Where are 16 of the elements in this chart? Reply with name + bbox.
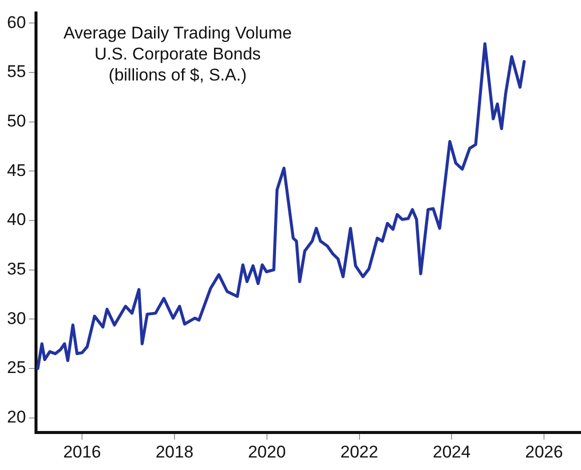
y-tick-label: 25: [6, 358, 26, 378]
x-tick-label: 2022: [340, 442, 378, 462]
x-tick-label: 2016: [63, 442, 102, 462]
x-tick-label: 2026: [525, 442, 563, 462]
y-tick-label: 50: [6, 111, 26, 130]
x-tick-label: 2020: [248, 442, 286, 462]
text: Average Daily Trading Volume U.S. Corporate Bonds (billions of $, S.A.): [63, 23, 292, 84]
y-tick-label: 30: [6, 308, 26, 328]
y-tick-label: 60: [6, 12, 26, 32]
x-tick-label: 2024: [432, 442, 471, 462]
y-tick-label: 45: [6, 160, 26, 180]
y-tick-label: 35: [6, 259, 26, 278]
y-tick-label: 20: [6, 407, 26, 426]
x-tick-label: 2018: [156, 442, 194, 462]
y-tick-label: 40: [6, 210, 26, 230]
y-tick-label: 55: [6, 62, 26, 82]
